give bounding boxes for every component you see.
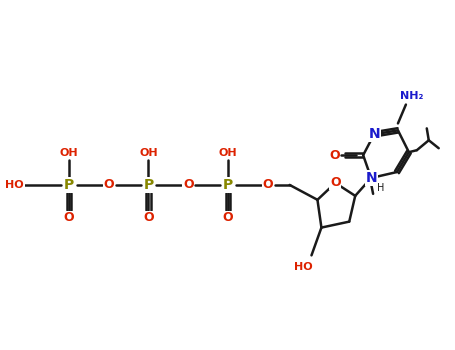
Text: O: O [263, 178, 273, 191]
Text: HO: HO [294, 262, 313, 272]
Text: N: N [365, 171, 377, 185]
Text: O: O [330, 176, 341, 189]
Text: O: O [183, 178, 193, 191]
Text: P: P [143, 178, 154, 192]
Text: O: O [329, 149, 339, 162]
Text: O: O [64, 211, 74, 224]
Text: O: O [143, 211, 154, 224]
Text: NH₂: NH₂ [400, 91, 424, 101]
Text: P: P [223, 178, 233, 192]
Text: HO: HO [5, 180, 24, 190]
Text: OH: OH [139, 148, 158, 158]
Text: OH: OH [219, 148, 238, 158]
Text: OH: OH [60, 148, 78, 158]
Text: N: N [368, 127, 380, 141]
Text: H: H [377, 183, 385, 193]
Text: O: O [103, 178, 114, 191]
Text: O: O [222, 211, 233, 224]
Text: P: P [64, 178, 74, 192]
